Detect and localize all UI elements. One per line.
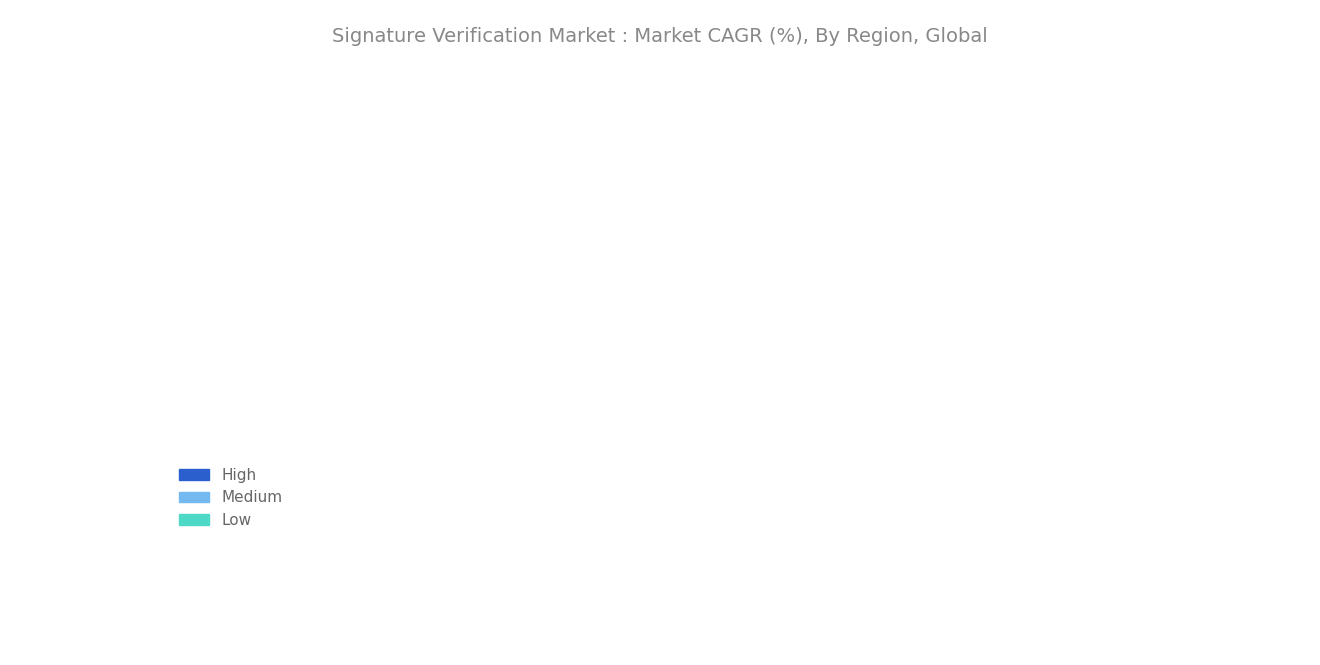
- Legend: High, Medium, Low: High, Medium, Low: [173, 462, 289, 534]
- Text: Signature Verification Market : Market CAGR (%), By Region, Global: Signature Verification Market : Market C…: [333, 27, 987, 46]
